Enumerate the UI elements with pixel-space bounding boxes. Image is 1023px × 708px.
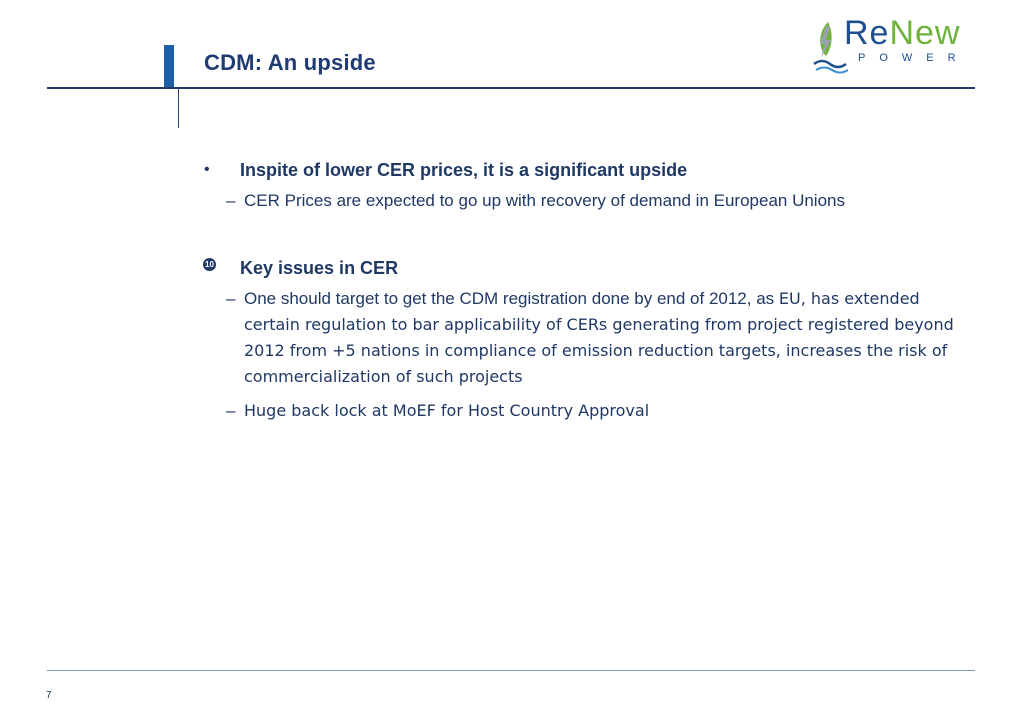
- bullet-dot-icon: •: [204, 161, 210, 178]
- slide-title: CDM: An upside: [204, 50, 376, 75]
- bullet-1-subpoint-1-text: CER Prices are expected to go up with re…: [244, 191, 845, 210]
- slide-content: • Inspite of lower CER prices, it is a s…: [200, 158, 980, 424]
- logo-wordmark: ReNew: [844, 14, 961, 52]
- logo-subtitle: POWER: [858, 52, 970, 64]
- page-number: 7: [46, 690, 52, 701]
- logo-wordmark-re: Re: [844, 14, 890, 52]
- bullet-2-subpoint-1-text-b: EU, has extended certain regulation to b…: [244, 289, 954, 386]
- bullet-2-subpoint-2-text: Huge back lock at MoEF for Host Country …: [244, 401, 650, 420]
- bullet-2-subpoint-1-text-a: One should target to get the CDM registr…: [244, 289, 779, 308]
- leaf-lightning-wave-icon: [813, 22, 848, 74]
- renew-power-logo: ReNew POWER: [812, 14, 977, 78]
- bullet-1-heading: Inspite of lower CER prices, it is a sig…: [240, 160, 688, 180]
- bullet-1: • Inspite of lower CER prices, it is a s…: [200, 158, 980, 182]
- logo-wordmark-new: New: [889, 14, 961, 52]
- dash-icon: –: [226, 401, 236, 420]
- bullet-2-heading: Key issues in CER: [240, 258, 399, 278]
- title-vertical-divider: [178, 87, 179, 128]
- bullet-2: 10 Key issues in CER: [200, 256, 980, 280]
- dash-icon: –: [226, 289, 236, 308]
- numbered-circle-icon: 10: [203, 258, 216, 271]
- bullet-2-subpoint-1: – One should target to get the CDM regis…: [200, 286, 980, 390]
- footer-divider: [47, 670, 975, 671]
- title-accent-bar: [164, 45, 174, 87]
- dash-icon: –: [226, 191, 236, 210]
- bullet-2-subpoint-2: – Huge back lock at MoEF for Host Countr…: [200, 398, 980, 424]
- bullet-1-subpoint-1: – CER Prices are expected to go up with …: [200, 188, 980, 214]
- title-underline: [47, 87, 975, 89]
